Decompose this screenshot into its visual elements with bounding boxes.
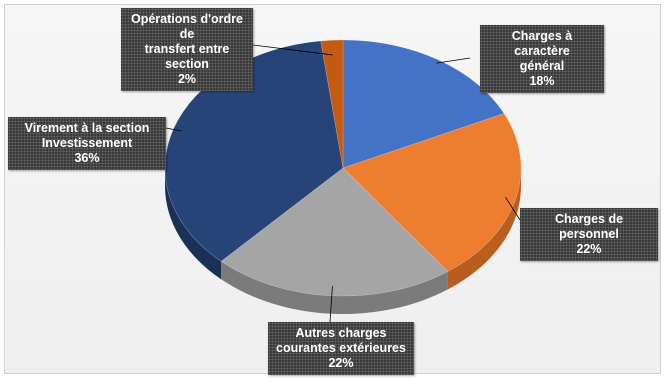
pie-side-1 [447, 168, 521, 290]
data-label-2: Autres charges courantes extérieures 22% [268, 322, 414, 375]
data-label-percent: 36% [74, 151, 100, 165]
pie-side-3 [165, 168, 222, 280]
data-label-text: section [165, 57, 209, 71]
leader-line-2 [329, 286, 333, 323]
leader-line-0 [436, 57, 471, 64]
pie-slice-4 [320, 39, 344, 169]
data-label-text: Charges de personnel [554, 212, 624, 241]
data-label-text: Charges à caractère [511, 29, 573, 58]
data-label-percent: 2% [177, 72, 197, 86]
data-label-1: Charges de personnel 22% [520, 208, 658, 261]
pie-slice-0 [342, 39, 505, 169]
data-label-text: courantes extérieures [276, 341, 406, 355]
data-label-percent: 22% [576, 242, 602, 256]
pie-side-2 [221, 261, 448, 314]
pie-slice-3 [164, 40, 344, 262]
data-label-text: Virement à la section [24, 121, 150, 135]
data-label-0: Charges à caractère général 18% [480, 25, 604, 93]
leader-line-1 [505, 197, 521, 221]
leader-line-3 [165, 127, 182, 132]
data-label-percent: 22% [328, 356, 354, 370]
data-label-text: Autres charges [295, 326, 387, 340]
data-label-3: Virement à la section Investissement 36% [8, 117, 166, 170]
pie-slice-1 [342, 113, 522, 272]
data-label-text: transfert entre [144, 42, 230, 56]
leader-line-4 [252, 44, 333, 56]
data-label-4: Opérations d'ordre de transfert entre sect… [121, 8, 253, 91]
data-label-text: Opérations d'ordre de [130, 12, 244, 41]
data-label-text: Investissement [41, 136, 133, 150]
data-label-percent: 18% [529, 74, 555, 88]
data-label-text: général [519, 59, 565, 73]
pie-side-group [165, 168, 521, 314]
